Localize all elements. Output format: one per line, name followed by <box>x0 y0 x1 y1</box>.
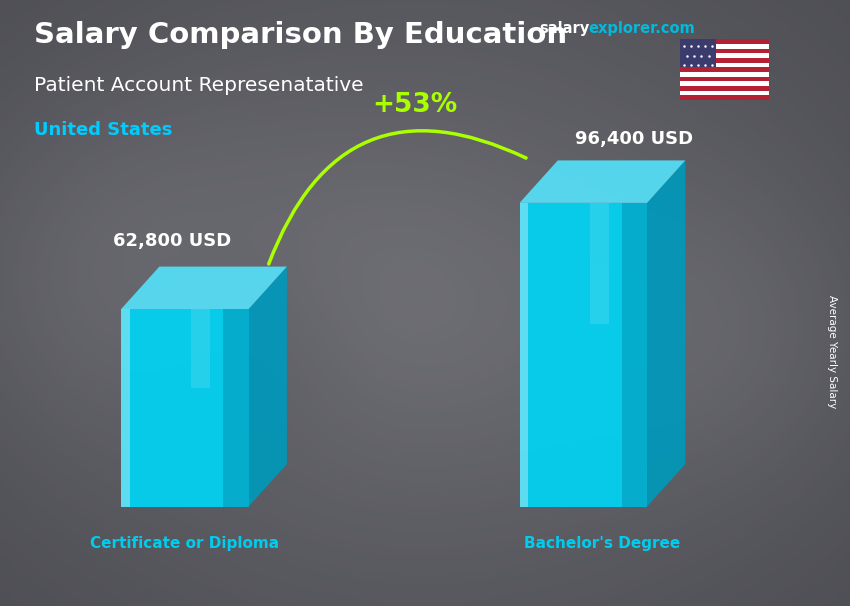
Bar <box>680 62 769 67</box>
Bar <box>680 44 769 48</box>
Polygon shape <box>519 203 529 507</box>
Bar <box>680 86 769 91</box>
Polygon shape <box>191 309 210 388</box>
Text: Bachelor's Degree: Bachelor's Degree <box>524 536 681 551</box>
Polygon shape <box>519 203 647 507</box>
FancyArrowPatch shape <box>269 131 526 264</box>
Polygon shape <box>647 161 685 507</box>
Text: 62,800 USD: 62,800 USD <box>113 231 231 250</box>
Polygon shape <box>621 203 647 507</box>
Bar <box>680 48 769 53</box>
Bar <box>680 39 716 67</box>
Polygon shape <box>223 309 248 507</box>
Polygon shape <box>121 267 286 309</box>
Bar <box>680 67 769 72</box>
Bar <box>680 72 769 77</box>
Text: United States: United States <box>34 121 173 139</box>
Text: 96,400 USD: 96,400 USD <box>575 130 694 148</box>
Text: Patient Account Represenatative: Patient Account Represenatative <box>34 76 364 95</box>
Bar <box>680 95 769 100</box>
Bar <box>680 39 769 44</box>
Polygon shape <box>121 309 130 507</box>
Bar <box>680 91 769 95</box>
Text: Average Yearly Salary: Average Yearly Salary <box>827 295 837 408</box>
Bar <box>680 77 769 81</box>
Polygon shape <box>519 161 685 203</box>
Polygon shape <box>248 267 286 507</box>
Text: +53%: +53% <box>372 92 458 118</box>
Text: salary: salary <box>540 21 590 36</box>
Bar <box>680 58 769 62</box>
Polygon shape <box>121 309 248 507</box>
Polygon shape <box>590 203 609 324</box>
Text: Certificate or Diploma: Certificate or Diploma <box>90 536 280 551</box>
Text: Salary Comparison By Education: Salary Comparison By Education <box>34 21 567 49</box>
Bar <box>680 53 769 58</box>
Bar <box>680 81 769 86</box>
Text: explorer.com: explorer.com <box>588 21 695 36</box>
